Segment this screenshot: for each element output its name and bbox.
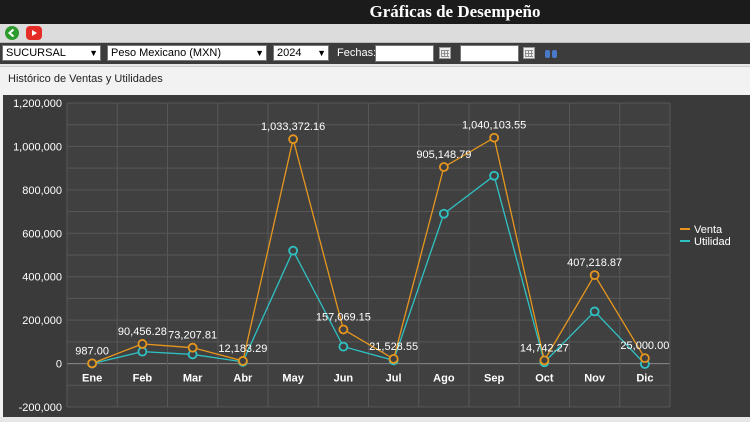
youtube-icon[interactable] bbox=[26, 26, 42, 40]
x-tick-label: Dic bbox=[636, 373, 653, 385]
data-point-utilidad bbox=[438, 208, 449, 219]
y-tick-label: 600,000 bbox=[22, 228, 62, 240]
chevron-down-icon: ▼ bbox=[317, 48, 326, 58]
x-tick-label: Sep bbox=[484, 373, 504, 385]
data-point-venta bbox=[539, 355, 550, 366]
data-point-venta bbox=[388, 353, 399, 364]
data-point-venta bbox=[187, 342, 198, 353]
data-label: 407,218.87 bbox=[567, 257, 622, 269]
y-tick-label: 1,200,000 bbox=[13, 98, 62, 110]
series-line-utilidad bbox=[91, 174, 646, 365]
data-label: 21,528.55 bbox=[369, 341, 418, 353]
y-tick-label: 400,000 bbox=[22, 272, 62, 284]
filter-bar: SUCURSAL ▼ Peso Mexicano (MXN) ▼ 2024 ▼ … bbox=[0, 43, 750, 64]
y-tick-label: 200,000 bbox=[22, 315, 62, 327]
branch-select[interactable]: SUCURSAL ▼ bbox=[2, 45, 101, 61]
x-tick-label: May bbox=[282, 373, 304, 385]
currency-select-value: Peso Mexicano (MXN) bbox=[111, 47, 222, 59]
title-bar: Gráficas de Desempeño bbox=[0, 0, 750, 24]
x-tick-label: Oct bbox=[535, 373, 554, 385]
x-tick-label: Mar bbox=[183, 373, 203, 385]
x-tick-label: Jul bbox=[386, 373, 402, 385]
date-from-input[interactable] bbox=[375, 45, 434, 62]
legend-label-utilidad: Utilidad bbox=[694, 236, 731, 248]
x-tick-label: Nov bbox=[584, 373, 606, 385]
data-point-venta bbox=[237, 356, 248, 366]
chevron-down-icon: ▼ bbox=[255, 48, 264, 58]
x-tick-label: Jun bbox=[334, 373, 354, 385]
x-tick-label: Ene bbox=[82, 373, 102, 385]
chart-area: 1,200,000 1,000,000 800,000 600,000 400,000 2… bbox=[3, 95, 750, 417]
data-point-utilidad bbox=[589, 306, 600, 317]
data-label: 25,000.00 bbox=[620, 340, 669, 352]
year-select[interactable]: 2024 ▼ bbox=[273, 45, 329, 61]
data-point-venta bbox=[438, 162, 449, 172]
data-label: 157,069.15 bbox=[316, 311, 371, 323]
date-to-input[interactable] bbox=[460, 45, 519, 62]
year-select-value: 2024 bbox=[277, 47, 302, 59]
y-tick-label: 0 bbox=[56, 359, 62, 371]
data-label: 90,456.28 bbox=[118, 326, 167, 338]
x-tick-label: Abr bbox=[233, 373, 253, 385]
chart-panel: Histórico de Ventas y Utilidades 1,200,0… bbox=[0, 66, 750, 417]
data-point-venta bbox=[338, 324, 349, 335]
sales-profit-chart: 1,200,000 1,000,000 800,000 600,000 400,000 2… bbox=[13, 98, 731, 414]
branch-select-value: SUCURSAL bbox=[6, 47, 66, 59]
currency-select[interactable]: Peso Mexicano (MXN) ▼ bbox=[107, 45, 267, 61]
data-point-utilidad bbox=[338, 341, 349, 352]
data-label: 14,742.27 bbox=[520, 342, 569, 354]
page-title: Gráficas de Desempeño bbox=[369, 2, 541, 21]
data-label: 12,183.29 bbox=[218, 343, 267, 355]
data-label: 1,040,103.55 bbox=[462, 120, 526, 132]
data-label: 905,148.79 bbox=[416, 149, 471, 161]
data-point-venta bbox=[489, 132, 500, 143]
data-point-venta bbox=[288, 134, 299, 145]
data-point-venta bbox=[589, 270, 600, 281]
back-arrow-icon[interactable] bbox=[5, 26, 19, 40]
data-point-utilidad bbox=[489, 170, 500, 181]
data-label: 73,207.81 bbox=[168, 330, 217, 342]
data-point-utilidad bbox=[288, 245, 299, 256]
search-binoculars-icon[interactable] bbox=[544, 47, 558, 59]
x-tick-label: Feb bbox=[133, 373, 153, 385]
y-tick-label: -200,000 bbox=[19, 402, 62, 414]
legend-label-venta: Venta bbox=[694, 224, 723, 236]
x-tick-label: Ago bbox=[433, 373, 455, 385]
data-label: 987.00 bbox=[75, 345, 109, 357]
panel-title: Histórico de Ventas y Utilidades bbox=[8, 73, 163, 85]
calendar-to-icon[interactable] bbox=[523, 47, 535, 59]
y-tick-label: 1,000,000 bbox=[13, 141, 62, 153]
calendar-from-icon[interactable] bbox=[439, 47, 451, 59]
series-line-venta bbox=[91, 136, 646, 364]
data-point-venta bbox=[87, 358, 98, 369]
chevron-down-icon: ▼ bbox=[89, 48, 98, 58]
y-tick-label: 800,000 bbox=[22, 185, 62, 197]
icon-toolbar bbox=[0, 24, 750, 43]
data-label: 1,033,372.16 bbox=[261, 121, 325, 133]
dates-label: Fechas: bbox=[337, 47, 377, 59]
data-point-venta bbox=[137, 339, 148, 349]
data-point-venta bbox=[639, 353, 650, 364]
